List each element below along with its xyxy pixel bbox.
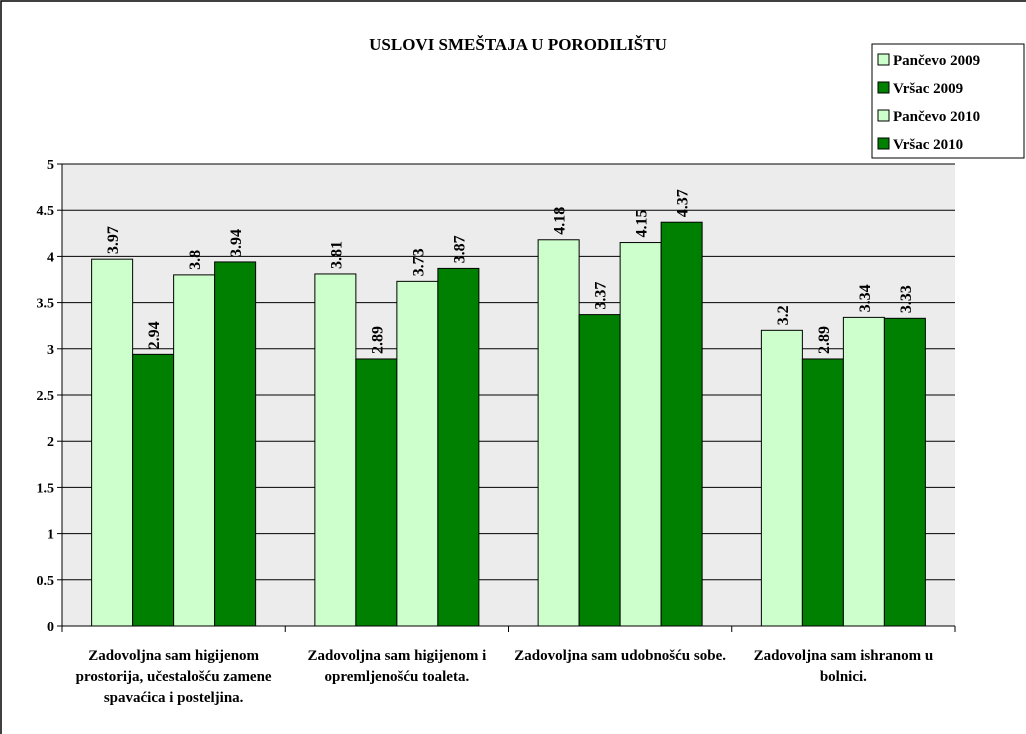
- value-label: 3.33: [898, 285, 915, 313]
- y-tick-label: 0: [47, 620, 54, 635]
- legend-swatch: [877, 53, 890, 66]
- legend-label: Pančevo 2010: [893, 109, 980, 125]
- value-label: 2.89: [369, 326, 386, 354]
- x-tick-label: Zadovoljna sam ishranom u bolnici.: [753, 648, 934, 685]
- legend-swatch: [877, 137, 890, 150]
- value-label: 2.89: [816, 326, 833, 354]
- bar: [883, 317, 926, 627]
- y-tick-label: 4: [47, 250, 54, 265]
- bar: [355, 358, 398, 627]
- bar: [760, 329, 803, 627]
- y-tick-label: 4.5: [37, 204, 55, 219]
- y-tick-label: 5: [47, 158, 54, 173]
- bar: [437, 267, 480, 627]
- value-label: 3.97: [105, 226, 122, 254]
- bar: [842, 316, 885, 627]
- legend-label: Vršac 2009: [893, 81, 963, 97]
- y-tick-label: 3.5: [37, 297, 55, 312]
- bar: [578, 314, 621, 627]
- bar: [173, 274, 216, 627]
- value-label: 3.37: [593, 282, 610, 310]
- value-label: 3.81: [328, 241, 345, 269]
- value-label: 2.94: [146, 321, 163, 349]
- value-label: 3.94: [228, 229, 245, 257]
- x-tick-label: Zadovoljna sam higijenom prostorija, uče…: [75, 648, 272, 706]
- bar: [314, 273, 357, 627]
- x-tick-label: Zadovoljna sam higijenom i opremljenošću…: [307, 648, 487, 685]
- value-label: 3.73: [410, 248, 427, 276]
- value-label: 3.87: [451, 235, 468, 263]
- bar: [91, 258, 134, 627]
- y-tick-label: 1: [47, 528, 54, 543]
- value-label: 3.2: [775, 305, 792, 325]
- bar: [396, 280, 439, 627]
- y-tick-label: 2.5: [37, 389, 55, 404]
- chart-title: USLOVI SMEŠTAJA U PORODILIŠTU: [369, 35, 667, 54]
- legend: [871, 43, 1025, 159]
- value-label: 3.34: [857, 284, 874, 312]
- y-tick-label: 3: [47, 343, 54, 358]
- bar: [537, 239, 580, 627]
- value-label: 3.8: [187, 250, 204, 270]
- legend-label: Pančevo 2009: [893, 53, 980, 69]
- y-tick-label: 1.5: [37, 481, 55, 496]
- y-tick-label: 0.5: [37, 574, 55, 589]
- x-tick-label: Zadovoljna sam udobnošću sobe.: [514, 648, 726, 664]
- value-label: 4.18: [552, 207, 569, 235]
- value-label: 4.15: [634, 210, 651, 238]
- bar: [619, 242, 662, 627]
- y-tick-label: 2: [47, 435, 54, 450]
- bar: [132, 353, 175, 627]
- legend-swatch: [877, 81, 890, 94]
- bar: [801, 358, 844, 627]
- legend-label: Vršac 2010: [893, 137, 963, 153]
- value-label: 4.37: [675, 189, 692, 217]
- bar: [660, 221, 703, 627]
- bar: [214, 261, 257, 627]
- legend-swatch: [877, 109, 890, 122]
